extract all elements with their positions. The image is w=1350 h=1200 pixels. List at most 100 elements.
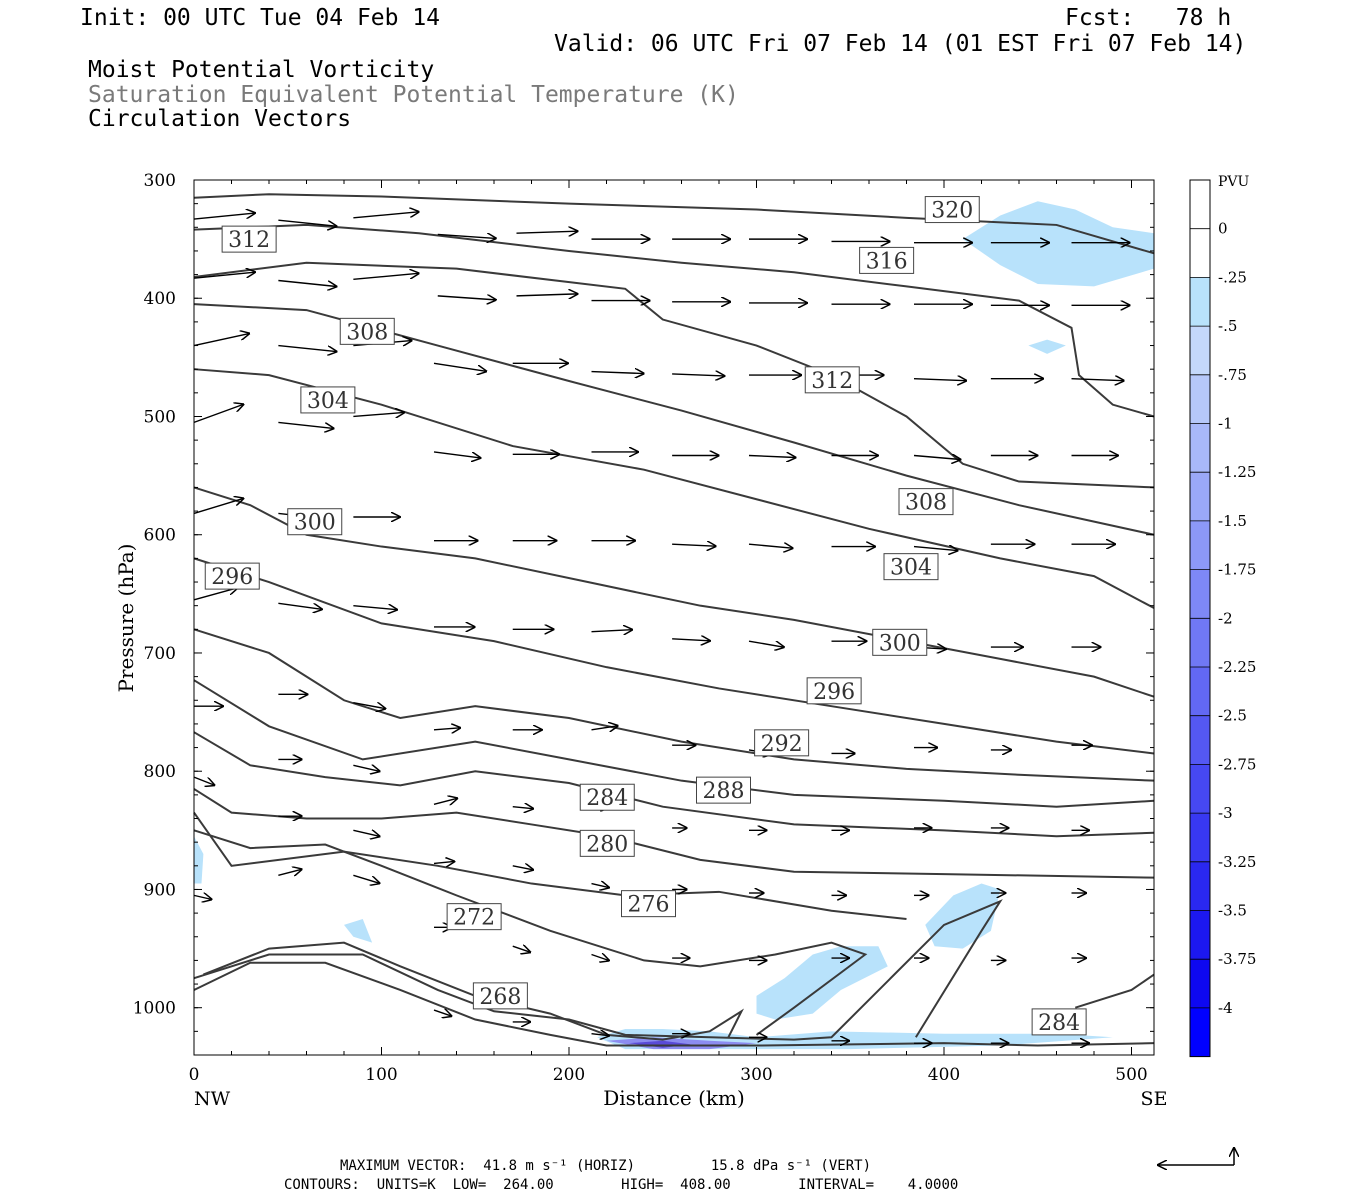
max-vector-note: MAXIMUM VECTOR: 41.8 m s⁻¹ (HORIZ) 15.8 … — [340, 1158, 872, 1174]
isentrope-13 — [203, 941, 745, 1041]
contour-label-box — [621, 890, 676, 918]
contour-label-text: 284 — [586, 786, 628, 811]
colorbar-label: -2.75 — [1218, 755, 1256, 773]
colorbar-label: -3.5 — [1218, 902, 1247, 920]
x-tick-label: 300 — [740, 1065, 772, 1085]
contour-label-text: 268 — [479, 985, 521, 1010]
plot-frame — [193, 179, 1155, 1056]
contour-label: 320 — [924, 196, 980, 224]
contour-label: 312 — [804, 366, 860, 394]
y-tick-label: 500 — [144, 407, 176, 427]
contour-label-box — [898, 488, 954, 516]
colorbar-swatch — [1190, 472, 1210, 521]
x-tick-label: 100 — [365, 1065, 397, 1085]
contour-label-box — [221, 225, 277, 253]
contour-label-text: 276 — [628, 893, 670, 918]
vector-45 — [913, 456, 960, 460]
mpv-region-0 — [962, 201, 1154, 287]
isentrope-11 — [193, 812, 907, 921]
colorbar-label: -4 — [1218, 999, 1233, 1017]
contour-label-text: 300 — [879, 631, 921, 656]
vector-55 — [748, 544, 793, 548]
vector-100 — [512, 866, 533, 870]
contour-label-text: 320 — [931, 199, 973, 224]
vector-14 — [353, 273, 418, 281]
vector-61 — [278, 602, 322, 609]
isentrope-14 — [193, 899, 1003, 1041]
vector-35 — [1071, 379, 1124, 381]
contour-label-box — [883, 553, 939, 581]
isentrope-6 — [193, 557, 1155, 755]
x-tick-label: 200 — [553, 1065, 585, 1085]
contour-label: 304 — [883, 553, 939, 581]
vector-62 — [353, 606, 397, 610]
vector-112 — [591, 954, 609, 960]
y-tick-label: 800 — [144, 762, 176, 782]
colorbar-swatch — [1190, 180, 1210, 229]
contour-label-text: 296 — [813, 680, 855, 705]
vector-48 — [193, 498, 243, 515]
axes: 0 100 200 300 400 500 300 400 500 600 700 800 900 100… — [133, 171, 1154, 1085]
y-tick-label: 600 — [144, 526, 176, 546]
mpv-shading — [194, 201, 1154, 1050]
contour-label-box — [1031, 1008, 1087, 1036]
contour-label-box — [872, 628, 928, 656]
colorbar-swatch — [1190, 374, 1210, 424]
contour-label: 268 — [472, 982, 528, 1010]
vector-2 — [353, 212, 418, 219]
colorbar-label: -2 — [1218, 609, 1233, 627]
contour-label-box — [446, 903, 502, 931]
contour-label: 308 — [898, 488, 954, 516]
colorbar-swatch — [1190, 326, 1210, 375]
vector-101 — [591, 884, 609, 888]
colorbar: 0 -.25 -.5 -.75 -1 -1.25 -1.5 -1.75 -2 -2.25 -2.5 -… — [1189, 179, 1256, 1058]
vector-15 — [437, 296, 496, 300]
isentrope-8 — [193, 679, 1155, 808]
isentrope-1 — [193, 223, 1155, 418]
vector-74 — [353, 701, 385, 709]
y-tick-label: 300 — [144, 171, 176, 191]
contour-label-box — [300, 386, 356, 414]
isentrope-9 — [193, 731, 1155, 838]
vector-3 — [437, 234, 496, 238]
colorbar-label: -2.25 — [1218, 658, 1256, 676]
x-right-label: SE — [1141, 1088, 1168, 1110]
contour-label-text: 312 — [228, 228, 270, 253]
colorbar-swatch — [1190, 228, 1210, 278]
contour-label: 316 — [859, 246, 915, 274]
mpv-region-5 — [756, 946, 888, 1020]
y-axis-title: Pressure (hPa) — [114, 544, 138, 693]
isentrope-0 — [193, 193, 1155, 255]
colorbar-label: -.5 — [1218, 317, 1237, 335]
isentrope-2 — [193, 261, 1155, 489]
contour-label-text: 312 — [811, 369, 853, 394]
mpv-region-3 — [344, 919, 373, 943]
contour-label-text: 316 — [866, 249, 908, 274]
contour-label-text: 304 — [307, 389, 349, 414]
vector-33 — [913, 379, 966, 381]
isentropes — [193, 193, 1155, 1047]
contour-label: 272 — [446, 903, 502, 931]
contour-info-note: CONTOURS: UNITS=K LOW= 264.00 HIGH= 408.… — [284, 1177, 959, 1193]
isentrope-7 — [193, 628, 1155, 782]
contour-label-text: 284 — [1038, 1011, 1080, 1036]
vector-27 — [433, 362, 486, 371]
contour-label: 304 — [300, 386, 356, 414]
vector-54 — [672, 544, 716, 546]
vector-43 — [748, 456, 795, 458]
colorbar-label: 0 — [1218, 220, 1228, 238]
field-title-mpv: Moist Potential Vorticity — [88, 57, 435, 83]
mpv-region-2 — [194, 836, 204, 884]
colorbar-swatch — [1190, 764, 1210, 814]
contour-label-text: 308 — [905, 491, 947, 516]
contour-label: 280 — [579, 829, 635, 857]
isentrope-12 — [193, 829, 868, 1036]
vector-38 — [353, 412, 404, 416]
init-time: Init: 00 UTC Tue 04 Feb 14 — [80, 5, 441, 31]
contour-label: 300 — [287, 508, 343, 536]
vector-88 — [512, 807, 533, 809]
vector-77 — [591, 726, 618, 730]
colorbar-swatch — [1190, 959, 1210, 1008]
colorbar-swatch — [1190, 618, 1210, 667]
contour-label-box — [804, 366, 860, 394]
